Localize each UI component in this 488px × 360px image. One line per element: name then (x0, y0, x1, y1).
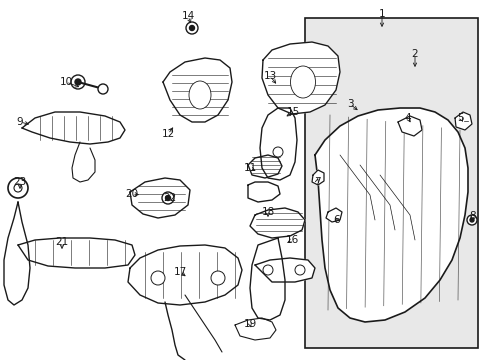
Circle shape (162, 192, 174, 204)
Text: 6: 6 (333, 215, 340, 225)
Circle shape (189, 26, 194, 31)
Circle shape (98, 84, 108, 94)
Text: 5: 5 (457, 113, 464, 123)
Polygon shape (247, 155, 282, 178)
Circle shape (210, 271, 224, 285)
Text: 3: 3 (346, 99, 353, 109)
Text: 2: 2 (411, 49, 417, 59)
Polygon shape (311, 170, 324, 185)
Circle shape (469, 218, 473, 222)
Text: 1: 1 (378, 9, 385, 19)
Text: 17: 17 (173, 267, 186, 277)
Text: 20: 20 (125, 189, 138, 199)
Text: 23: 23 (13, 177, 26, 187)
Polygon shape (249, 238, 285, 320)
Circle shape (185, 22, 198, 34)
Circle shape (14, 184, 22, 192)
Text: 16: 16 (285, 235, 298, 245)
Polygon shape (128, 245, 242, 305)
Circle shape (272, 147, 283, 157)
Text: 13: 13 (263, 71, 276, 81)
Ellipse shape (290, 66, 315, 98)
Polygon shape (163, 58, 231, 122)
Polygon shape (454, 112, 471, 130)
Circle shape (263, 265, 272, 275)
Polygon shape (247, 182, 280, 202)
Circle shape (294, 265, 305, 275)
Text: 7: 7 (313, 177, 320, 187)
Bar (305, 18, 477, 348)
Polygon shape (130, 178, 190, 218)
Text: 9: 9 (17, 117, 23, 127)
Polygon shape (235, 318, 275, 340)
Circle shape (151, 271, 164, 285)
Circle shape (165, 195, 170, 201)
Text: 22: 22 (163, 193, 176, 203)
Polygon shape (314, 108, 467, 322)
Circle shape (8, 178, 28, 198)
Polygon shape (4, 202, 30, 305)
Polygon shape (22, 112, 125, 144)
Text: 12: 12 (161, 129, 174, 139)
Text: 18: 18 (261, 207, 274, 217)
Polygon shape (325, 208, 341, 222)
Polygon shape (249, 208, 305, 238)
Text: 8: 8 (469, 211, 475, 221)
Circle shape (466, 215, 476, 225)
Polygon shape (397, 116, 421, 136)
Text: 4: 4 (404, 113, 410, 123)
Polygon shape (260, 108, 296, 180)
Circle shape (75, 79, 81, 85)
Ellipse shape (189, 81, 210, 109)
Polygon shape (254, 258, 314, 282)
Text: 14: 14 (181, 11, 194, 21)
Text: 15: 15 (286, 107, 299, 117)
Circle shape (71, 75, 85, 89)
Polygon shape (18, 238, 135, 268)
Polygon shape (262, 42, 339, 114)
Text: 10: 10 (60, 77, 72, 87)
Text: 11: 11 (243, 163, 256, 173)
Text: 19: 19 (243, 319, 256, 329)
Text: 21: 21 (55, 237, 68, 247)
